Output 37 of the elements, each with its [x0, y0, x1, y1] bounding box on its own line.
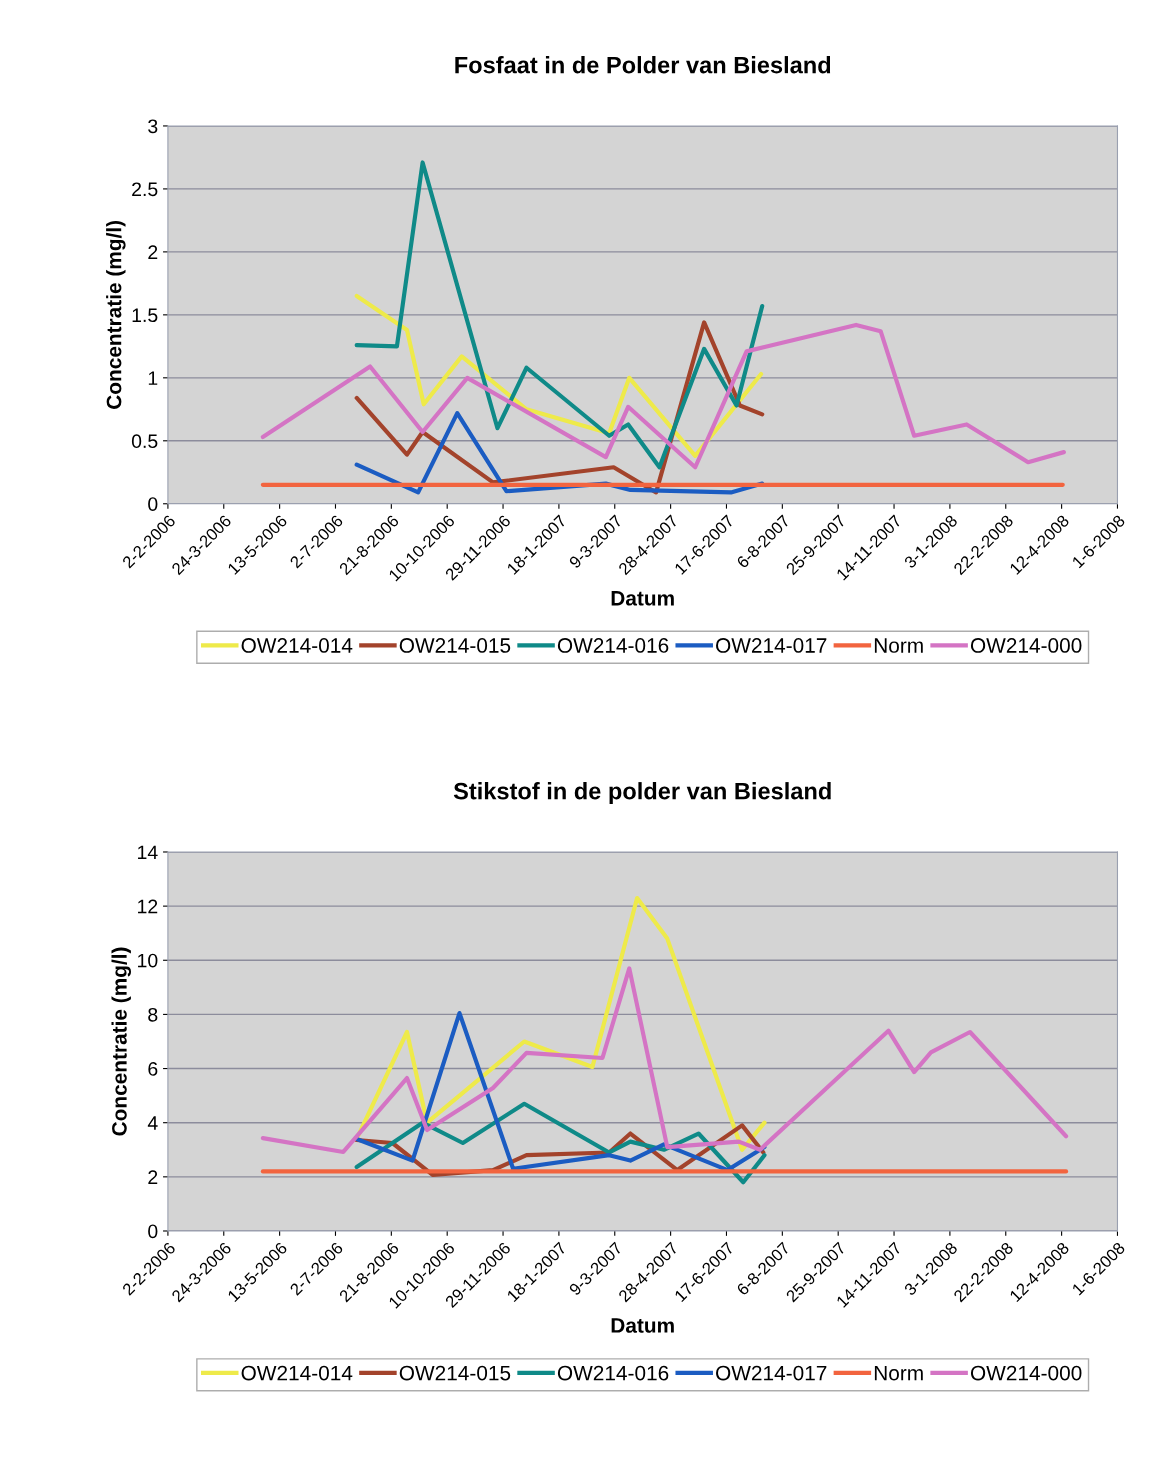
legend-label: Norm	[874, 1365, 923, 1381]
y-tick-label: 0.5	[131, 434, 158, 449]
legend-label: Norm	[874, 638, 923, 653]
y-tick-label: 1	[148, 371, 158, 385]
y-tick-label: 8	[148, 1007, 158, 1022]
y-tick-label: 14	[138, 845, 158, 860]
y-tick-label: 10	[138, 953, 158, 968]
legend-label: OW214-015	[399, 1365, 511, 1381]
y-tick-label: 6	[148, 1062, 158, 1076]
x-axis-title: Datum	[611, 591, 674, 606]
y-axis-title: Concentratie (mg/l)	[106, 220, 126, 409]
y-tick-label: 2	[148, 245, 158, 259]
chart-title: Fosfaat in de Polder van Biesland	[455, 56, 831, 74]
legend-label: OW214-014	[241, 1365, 353, 1381]
legend-label: OW214-015	[399, 638, 511, 653]
line-series	[354, 293, 764, 458]
y-tick-label: 0	[148, 1224, 158, 1239]
legend-label: OW214-016	[557, 1365, 669, 1381]
line-series	[354, 160, 765, 470]
legend-label: OW214-000	[970, 638, 1082, 653]
y-tick-label: 12	[138, 899, 158, 914]
x-axis-title: Datum	[611, 1318, 674, 1333]
legend-label: OW214-014	[241, 638, 353, 653]
y-tick-label: 3	[148, 119, 158, 134]
legend-label: OW214-016	[557, 638, 669, 653]
y-tick-label: 4	[147, 1116, 158, 1130]
y-tick-label: 2	[148, 1170, 158, 1184]
legend-label: OW214-017	[716, 638, 827, 653]
line-series	[260, 322, 1066, 470]
y-tick-label: 0	[148, 497, 158, 511]
y-axis-title: Concentratie (mg/l)	[111, 947, 132, 1136]
y-tick-label: 2.5	[132, 182, 158, 197]
legend-label: OW214-017	[716, 1365, 827, 1381]
legend-label: OW214-000	[970, 1365, 1082, 1381]
line-series	[260, 966, 1069, 1155]
chart-title: Stikstof in de polder van Biesland	[453, 782, 831, 805]
y-tick-label: 1.5	[132, 308, 158, 323]
